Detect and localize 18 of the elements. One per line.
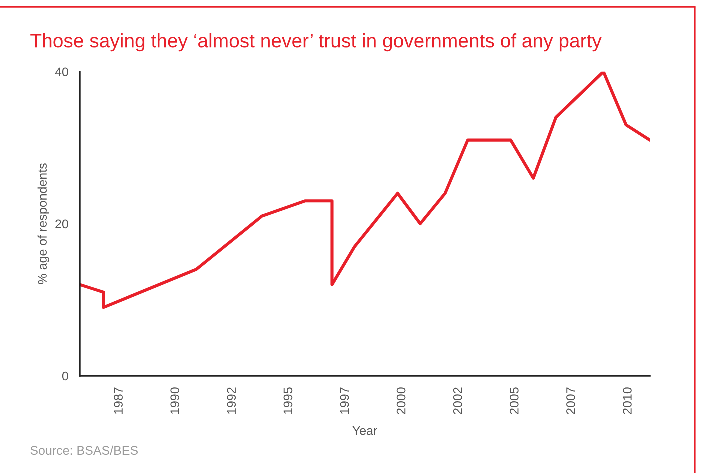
x-tick-label: 2002 xyxy=(453,388,462,414)
line-series xyxy=(80,72,650,310)
y-tick-label: 20 xyxy=(56,220,68,229)
source-note: Source: BSAS/BES xyxy=(30,446,138,456)
x-tick-label: 1992 xyxy=(227,388,236,414)
x-tick-label: 2000 xyxy=(396,388,406,414)
y-tick-label: 40 xyxy=(55,68,68,77)
y-tick-label: 0 xyxy=(62,372,68,381)
y-axis-title: % age of respondents xyxy=(38,164,50,284)
x-tick-label: 1987 xyxy=(114,388,123,414)
x-tick-label: 1997 xyxy=(340,388,350,414)
chart-title: Those saying they ‘almost never’ trust in governments of any party xyxy=(30,34,602,52)
x-tick-label: 2010 xyxy=(623,388,632,414)
x-tick-label: 2007 xyxy=(566,388,576,414)
x-axis-title: Year xyxy=(352,426,378,436)
x-tick-label: 1995 xyxy=(284,388,293,414)
x-tick-label: 1990 xyxy=(170,388,180,414)
x-tick-label: 2005 xyxy=(510,388,519,414)
